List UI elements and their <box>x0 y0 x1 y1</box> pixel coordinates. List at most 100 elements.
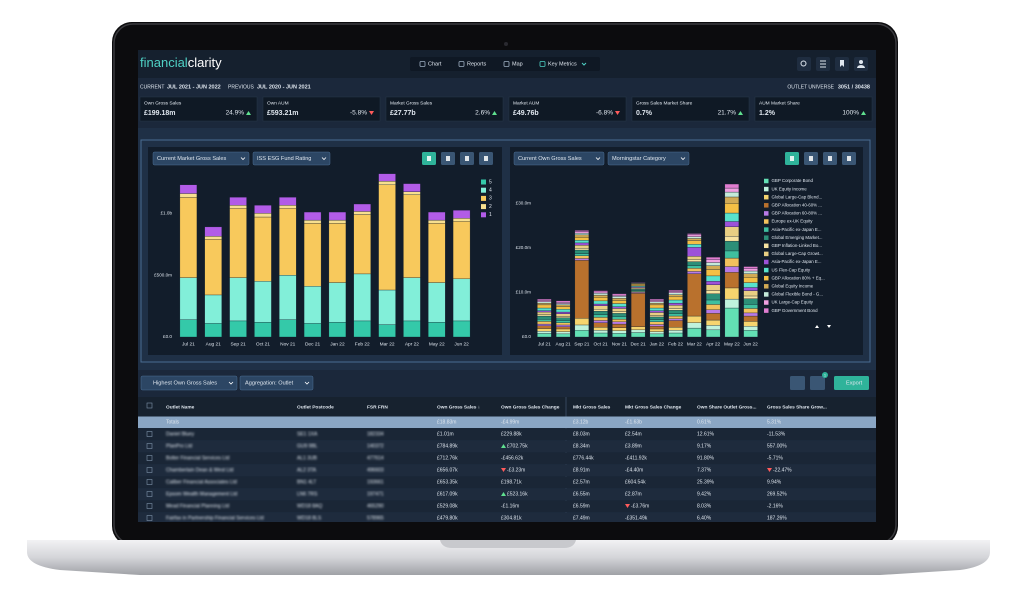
filter-button[interactable] <box>810 376 825 390</box>
legend-label[interactable]: 2 <box>489 204 492 210</box>
x-tick-label: Jul 21 <box>538 341 551 347</box>
legend-label[interactable]: 5 <box>489 179 492 185</box>
menu-icon <box>820 60 826 68</box>
dropdown[interactable] <box>252 151 331 166</box>
bar-segment <box>668 292 683 295</box>
bar-segment <box>724 221 740 228</box>
table-cell: AL1 3UB <box>297 455 318 461</box>
legend-label[interactable]: UK Equity Income <box>772 186 808 191</box>
table-row <box>138 440 876 452</box>
legend-label[interactable]: Global Equity Income <box>772 283 814 288</box>
legend-label[interactable]: GBP Allocation 40-60% ... <box>772 202 822 207</box>
legend-label[interactable]: GBP Government Bond <box>772 308 819 313</box>
dropdown[interactable] <box>140 375 238 391</box>
legend-label[interactable]: 3 <box>489 196 492 202</box>
bar-segment <box>743 326 758 331</box>
bar-segment <box>612 311 627 314</box>
table-cell: WD18 8AQ <box>297 503 322 509</box>
checkbox[interactable] <box>146 443 153 449</box>
column-header[interactable]: Outlet Name <box>166 404 195 410</box>
checkbox[interactable] <box>146 467 153 473</box>
bar-segment <box>204 226 222 237</box>
checkbox[interactable] <box>146 431 153 437</box>
nav-item[interactable]: Map <box>512 61 523 67</box>
column-header[interactable]: Mkt Gross Sales <box>573 404 611 410</box>
nav-chevron <box>581 62 587 66</box>
bar-segment <box>537 307 552 311</box>
bar-segment <box>649 298 665 301</box>
checkbox[interactable] <box>146 402 153 409</box>
bar-segment <box>303 219 322 224</box>
dropdown[interactable] <box>513 151 605 166</box>
table-cell: £3.89m <box>625 443 642 449</box>
bar-segment <box>687 265 702 269</box>
table-cell: £523.16k <box>507 491 528 497</box>
column-header[interactable]: Own Gross Sales ↓ <box>437 404 480 410</box>
legend-label[interactable]: Europe ex-UK Equity <box>772 219 814 224</box>
bar-segment <box>328 211 347 221</box>
legend-label[interactable]: GBP Allocation 60-80% ... <box>772 211 822 216</box>
kpi-label: Gross Sales Market Share <box>636 100 693 106</box>
checkbox[interactable] <box>146 491 153 497</box>
nav-item[interactable]: Reports <box>467 61 487 67</box>
bar-segment <box>303 286 322 324</box>
camera <box>504 42 508 46</box>
bar-segment <box>574 330 590 338</box>
legend-label[interactable]: GBP Allocation 80% + Eq... <box>772 275 825 280</box>
bar-segment <box>555 331 571 335</box>
bar-segment <box>687 261 702 266</box>
dropdown[interactable] <box>152 151 250 166</box>
column-header[interactable]: Gross Sales Share Grow... <box>767 404 827 410</box>
legend-label[interactable]: Global Emerging Market... <box>772 235 823 240</box>
user-icon <box>859 60 863 64</box>
legend-label[interactable]: 4 <box>489 188 492 194</box>
legend-label[interactable]: Asia-Pacific ex-Japan E... <box>772 227 822 232</box>
table-row <box>138 464 876 476</box>
columns-button[interactable] <box>790 376 805 390</box>
column-header[interactable]: FSR FRN <box>367 404 388 410</box>
checkbox[interactable] <box>146 515 153 521</box>
column-header[interactable]: Outlet Postcode <box>297 404 334 410</box>
bar-segment <box>353 320 371 338</box>
legend-label[interactable]: Global Large-Cap Blend... <box>772 194 823 199</box>
legend-label[interactable]: GBP Inflation-Linked Bo... <box>772 243 822 248</box>
checkbox[interactable] <box>146 503 153 509</box>
legend-label[interactable]: UK Large-Cap Equity <box>772 300 814 305</box>
bar-segment <box>574 318 590 326</box>
dropdown[interactable] <box>607 151 690 166</box>
checkbox[interactable] <box>146 479 153 485</box>
legend-label[interactable]: 1 <box>489 212 492 218</box>
column-header[interactable]: Mkt Gross Sales Change <box>625 404 682 410</box>
logo[interactable]: financialclarity <box>140 55 222 70</box>
bar-segment <box>593 309 608 312</box>
legend-label[interactable]: GBP Corporate Bond <box>772 178 814 183</box>
legend-label[interactable]: Global Large-Cap Growt... <box>772 251 823 256</box>
kpi-value: £593.21m <box>267 110 299 117</box>
legend-label[interactable]: Global Flexible Bond - G... <box>772 292 824 297</box>
bar-segment <box>593 317 608 321</box>
bar-segment <box>705 299 721 305</box>
period-value: JUL 2020 - JUN 2021 <box>257 84 311 90</box>
column-header[interactable]: Own Gross Sales Change <box>501 404 560 410</box>
dropdown[interactable] <box>239 375 314 391</box>
dropdown-label: Morningstar Category <box>612 156 666 162</box>
nav-item[interactable]: Chart <box>428 61 442 67</box>
bar-segment <box>668 308 683 311</box>
table-cell: 5.31% <box>767 419 782 425</box>
nav-item[interactable]: Key Metrics <box>548 61 577 67</box>
checkbox[interactable] <box>146 455 153 461</box>
bar-segment <box>705 284 721 291</box>
column-header[interactable]: Own Share Outlet Gross... <box>697 404 756 410</box>
bar-segment <box>593 293 608 296</box>
export-button[interactable] <box>834 376 869 390</box>
table-cell: 0.61% <box>697 419 712 425</box>
legend-label[interactable]: US Flex-Cap Equity <box>772 267 811 272</box>
bar-segment <box>668 290 683 292</box>
table-cell: -£456.62k <box>501 455 524 461</box>
search-button[interactable] <box>797 57 811 71</box>
bar-segment <box>612 300 627 304</box>
bar-segment <box>229 277 247 322</box>
legend-label[interactable]: Asia-Pacific ex-Japan E... <box>772 259 822 264</box>
bar-segment <box>555 333 571 338</box>
legend-swatch <box>764 219 769 224</box>
